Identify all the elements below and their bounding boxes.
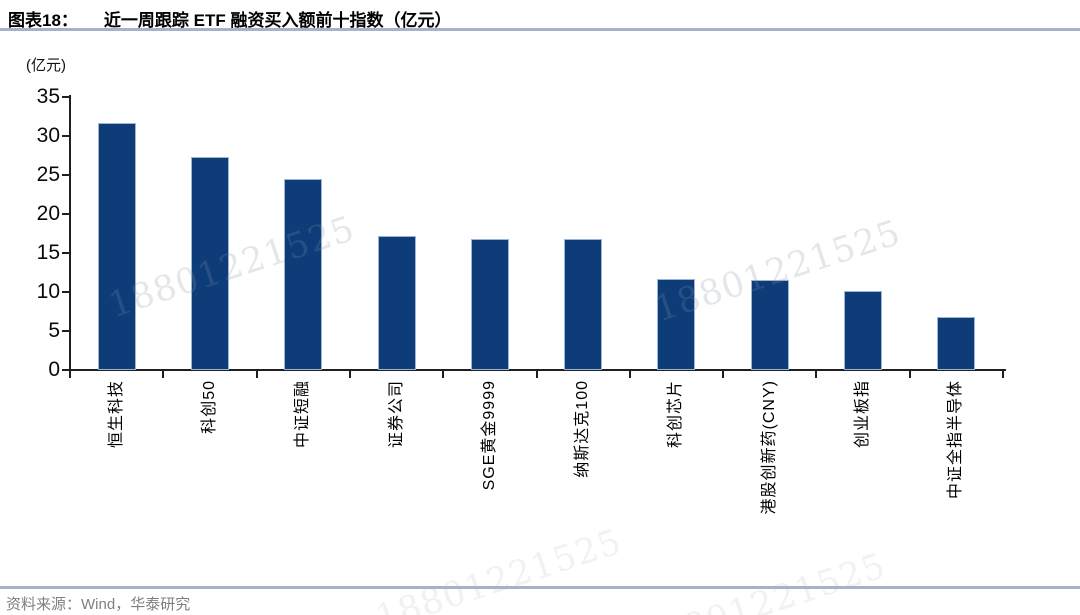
x-axis-label: 中证短融 <box>293 380 313 555</box>
y-axis-tick <box>62 174 69 176</box>
watermark-text: 18801221525 <box>635 545 891 615</box>
x-axis-label-text: 创业板指 <box>854 380 872 449</box>
bar <box>657 278 696 370</box>
x-axis-label: 恒生科技 <box>107 380 127 555</box>
x-axis-label: 证券公司 <box>387 380 407 555</box>
y-axis-tick-label: 25 <box>36 163 60 186</box>
figure-number: 图表18： <box>8 11 78 30</box>
y-axis-tick <box>62 252 69 254</box>
y-axis-unit-label: (亿元) <box>26 57 66 74</box>
y-axis-line <box>69 95 71 372</box>
source-prefix: 资料来源： <box>6 596 82 613</box>
x-axis-tick <box>628 371 631 378</box>
x-axis-label-text: 科创50 <box>200 380 218 434</box>
y-axis-tick <box>62 135 69 137</box>
x-axis-tick <box>348 371 351 378</box>
x-axis-label: 创业板指 <box>853 380 873 555</box>
x-axis-label: 纳斯达克100 <box>573 380 593 555</box>
y-axis-tick <box>62 291 69 293</box>
x-axis-label-text: 恒生科技 <box>107 380 125 449</box>
x-axis-label-text: 港股创新药(CNY) <box>760 380 778 515</box>
x-axis-label-text: 证券公司 <box>387 380 405 449</box>
x-axis-label: 中证全指半导体 <box>946 380 966 555</box>
x-axis-label-text: 中证短融 <box>294 380 312 449</box>
bar <box>564 238 603 370</box>
x-axis-tick <box>162 371 165 378</box>
figure-title: 近一周跟踪 ETF 融资买入额前十指数（亿元） <box>103 11 452 30</box>
y-axis-tick-label: 15 <box>36 241 60 264</box>
y-axis-tick-label: 30 <box>36 124 60 147</box>
x-axis-label-text: SGE黄金9999 <box>480 380 498 491</box>
source-text: Wind，华泰研究 <box>81 596 191 613</box>
x-axis-label: 科创50 <box>200 380 220 555</box>
y-axis-tick-label: 20 <box>36 202 60 225</box>
x-axis-label-text: 中证全指半导体 <box>947 380 965 500</box>
bar <box>844 291 883 370</box>
bar <box>377 235 416 370</box>
x-axis-tick <box>815 371 818 378</box>
x-axis-label-text: 科创芯片 <box>667 380 685 449</box>
x-axis-tick <box>908 371 911 378</box>
bar <box>284 178 323 370</box>
x-axis-label: 港股创新药(CNY) <box>760 380 780 555</box>
y-axis-tick <box>62 96 69 98</box>
bar <box>97 122 136 370</box>
x-axis-label: 科创芯片 <box>666 380 686 555</box>
x-axis-tick <box>535 371 538 378</box>
y-axis-tick-label: 5 <box>48 319 60 342</box>
x-axis-tick <box>1002 371 1004 378</box>
y-axis-tick-label: 35 <box>36 85 60 108</box>
x-axis-tick <box>69 371 71 378</box>
y-axis-tick <box>62 369 69 371</box>
x-axis-tick <box>255 371 258 378</box>
bar <box>937 316 976 370</box>
footer-rule <box>0 586 1080 589</box>
x-axis-label: SGE黄金9999 <box>480 380 500 555</box>
y-axis-tick <box>62 213 69 215</box>
x-axis-label-text: 纳斯达克100 <box>574 380 592 478</box>
y-axis-tick-label: 0 <box>48 358 60 381</box>
bar <box>190 157 229 370</box>
x-axis-tick <box>722 371 725 378</box>
caption-underline <box>0 28 1080 31</box>
source-line: 资料来源：Wind，华泰研究 <box>6 593 190 614</box>
y-axis-tick <box>62 330 69 332</box>
bar <box>750 279 789 370</box>
x-axis-line <box>69 369 1006 371</box>
y-axis-tick-label: 10 <box>36 280 60 303</box>
bar <box>470 238 509 370</box>
figure-caption: 图表18： 近一周跟踪 ETF 融资买入额前十指数（亿元） <box>8 6 451 31</box>
x-axis-tick <box>442 371 445 378</box>
